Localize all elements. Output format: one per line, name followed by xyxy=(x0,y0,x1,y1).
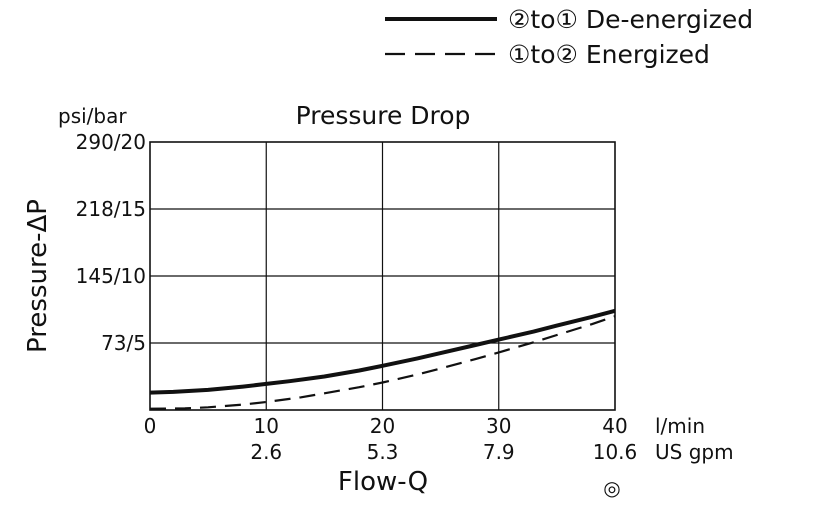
x-tick-label-secondary: 7.9 xyxy=(483,440,515,464)
legend-label: ②to① De-energized xyxy=(508,5,753,34)
y-tick-labels: 73/5 145/10 218/15 290/20 xyxy=(76,130,146,355)
x-tick-label: 0 xyxy=(144,414,157,438)
y-axis-label: Pressure-ΔP xyxy=(23,199,53,353)
legend-label: ①to② Energized xyxy=(508,40,710,69)
x-tick-label-secondary: 10.6 xyxy=(593,440,638,464)
x-tick-label: 40 xyxy=(602,414,627,438)
y-unit-label: psi/bar xyxy=(58,104,127,128)
y-tick-label: 145/10 xyxy=(76,264,146,288)
x-tick-label: 20 xyxy=(370,414,395,438)
chart-title: Pressure Drop xyxy=(296,101,471,130)
x-tick-label: 10 xyxy=(254,414,279,438)
y-tick-label: 73/5 xyxy=(101,331,146,355)
series-line-energized xyxy=(149,315,616,410)
x-tick-label: 30 xyxy=(486,414,511,438)
y-tick-label: 290/20 xyxy=(76,130,146,154)
y-tick-label: 218/15 xyxy=(76,197,146,221)
plot-frame xyxy=(149,141,616,411)
x-secondary-unit-label: US gpm xyxy=(655,440,734,464)
x-axis-label: Flow-Q xyxy=(338,467,428,497)
x-tick-label-secondary: 2.6 xyxy=(250,440,282,464)
x-unit-label: l/min xyxy=(655,414,705,438)
grid xyxy=(150,142,615,410)
x-tick-label-secondary: 5.3 xyxy=(367,440,399,464)
series-layer xyxy=(149,308,616,410)
legend: ②to① De-energized ①to② Energized xyxy=(385,5,753,69)
watermark-symbol: ◎ xyxy=(603,476,620,500)
series-line-de-energized xyxy=(149,308,616,395)
